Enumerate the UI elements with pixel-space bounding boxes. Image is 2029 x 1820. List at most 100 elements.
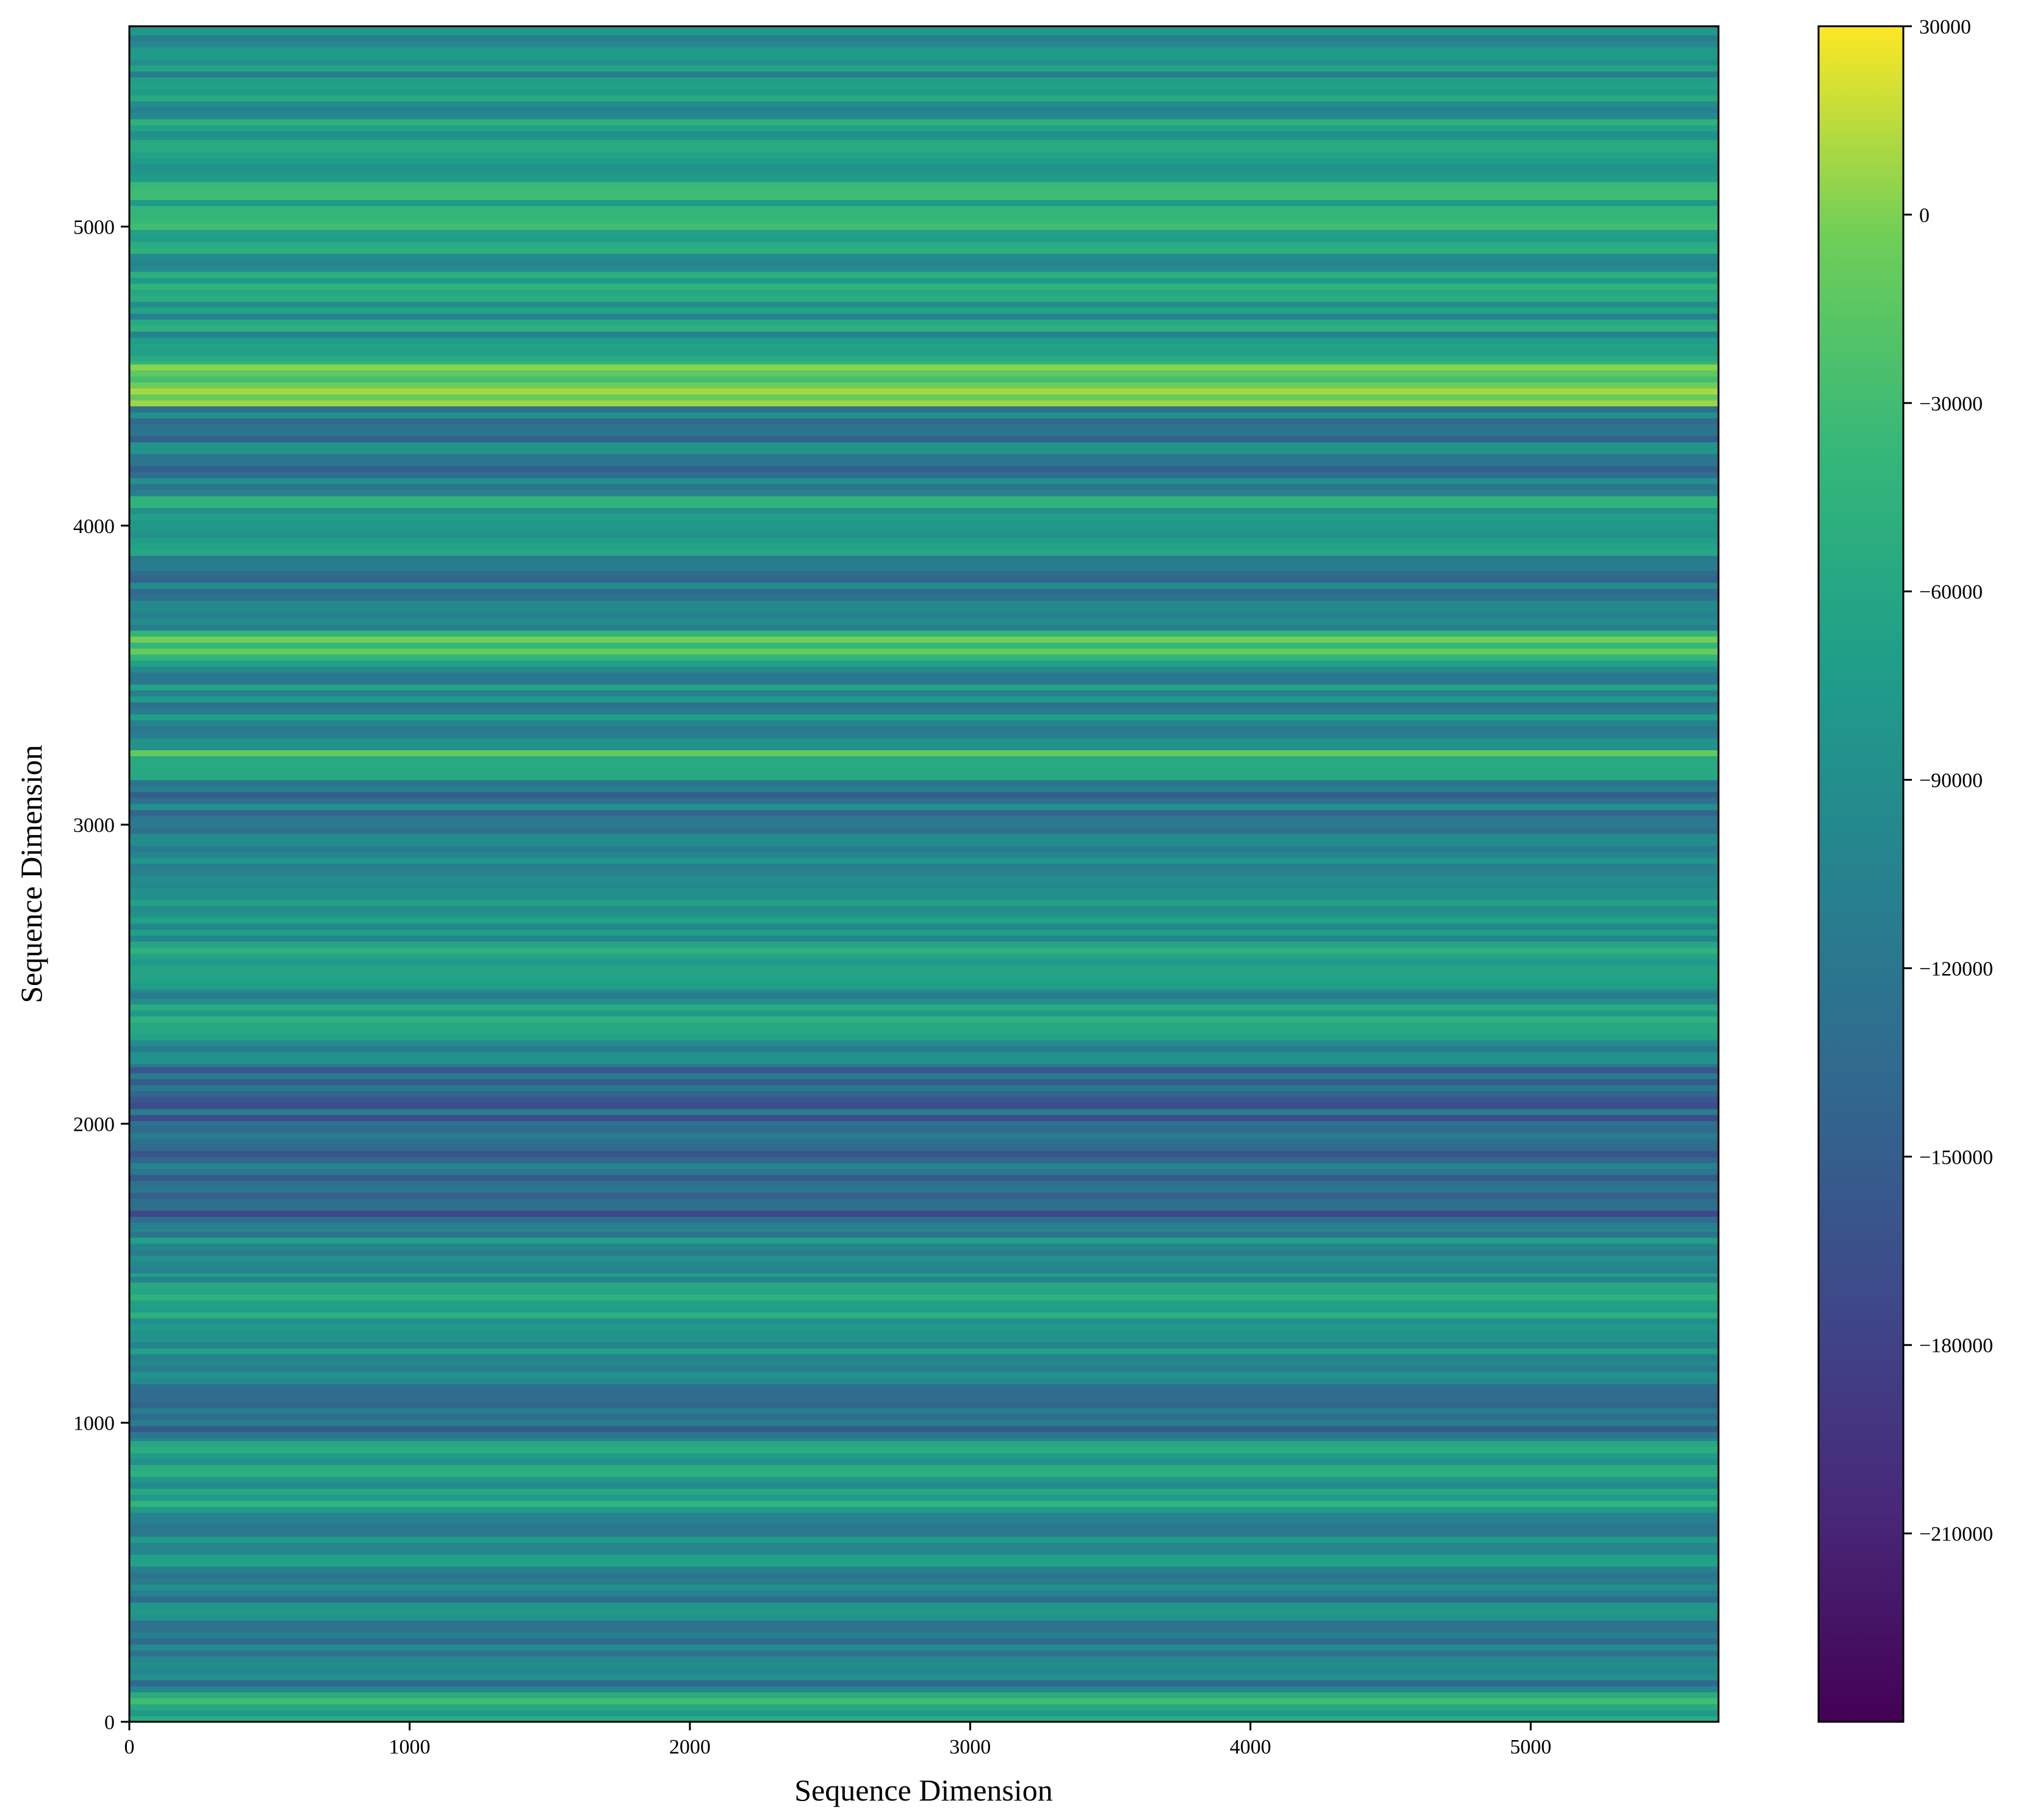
heatmap-row	[129, 1300, 1718, 1307]
heatmap-row	[129, 1536, 1718, 1543]
heatmap-row	[129, 1578, 1718, 1585]
heatmap-row	[129, 809, 1718, 816]
heatmap-row	[129, 1395, 1718, 1402]
heatmap-row	[129, 672, 1718, 679]
heatmap-row	[129, 1267, 1718, 1274]
heatmap-row	[129, 1138, 1718, 1145]
heatmap-row	[129, 1650, 1718, 1657]
heatmap-row	[129, 555, 1718, 559]
heatmap-row	[129, 382, 1718, 389]
heatmap-row	[129, 193, 1718, 200]
heatmap-row	[129, 1028, 1718, 1034]
heatmap-row	[129, 1691, 1718, 1699]
heatmap-row	[129, 1488, 1718, 1495]
heatmap-row	[129, 1330, 1718, 1337]
heatmap-row	[129, 331, 1718, 338]
heatmap-row	[129, 131, 1718, 138]
heatmap-row	[129, 1686, 1718, 1693]
heatmap-row	[129, 1656, 1718, 1663]
y-axis-label: Sequence Dimension	[14, 745, 48, 1003]
heatmap-row	[129, 1413, 1718, 1421]
heatmap-row	[129, 1249, 1718, 1256]
heatmap-row	[129, 495, 1718, 503]
heatmap-row	[129, 1566, 1718, 1573]
heatmap-row	[129, 708, 1718, 715]
heatmap-row	[129, 1602, 1718, 1609]
heatmap-row	[129, 151, 1718, 159]
heatmap-row	[129, 399, 1718, 407]
heatmap-row	[129, 253, 1718, 260]
heatmap-row	[129, 935, 1718, 942]
heatmap-row	[129, 1548, 1718, 1555]
heatmap-row	[129, 1034, 1718, 1041]
heatmap-row	[129, 1216, 1718, 1223]
heatmap-row	[129, 1626, 1718, 1633]
heatmap-row	[129, 406, 1718, 413]
heatmap-row	[129, 1276, 1718, 1283]
heatmap-row	[129, 618, 1718, 625]
heatmap-row	[129, 863, 1718, 870]
heatmap-row	[129, 564, 1718, 571]
heatmap-row	[129, 1632, 1718, 1639]
heatmap-row	[129, 118, 1718, 126]
colorbar-tick-label: −60000	[1919, 581, 1983, 604]
heatmap-row	[129, 1204, 1718, 1211]
heatmap-row	[129, 1198, 1718, 1205]
heatmap-row	[129, 1108, 1718, 1116]
heatmap-row	[129, 265, 1718, 272]
heatmap-row	[129, 1237, 1718, 1244]
colorbar-tick-label: 0	[1919, 204, 1930, 227]
heatmap-row	[129, 881, 1718, 888]
heatmap-row	[129, 678, 1718, 685]
heatmap-row	[129, 612, 1718, 619]
colorbar-tick-label: 30000	[1919, 16, 1971, 38]
heatmap-row	[129, 797, 1718, 804]
heatmap-row	[129, 349, 1718, 356]
heatmap-row	[129, 1512, 1718, 1519]
heatmap-row	[129, 1144, 1718, 1152]
y-tick-label: 0	[104, 1711, 115, 1734]
heatmap-row	[129, 1518, 1718, 1525]
heatmap-row	[129, 101, 1718, 107]
heatmap-row	[129, 206, 1718, 212]
heatmap-row	[129, 163, 1718, 170]
heatmap-row	[129, 1318, 1718, 1325]
heatmap-row	[129, 1668, 1718, 1675]
heatmap-row	[129, 47, 1718, 54]
heatmap-row	[129, 588, 1718, 595]
x-axis-label: Sequence Dimension	[794, 1773, 1053, 1807]
heatmap-row	[129, 459, 1718, 467]
heatmap-row	[129, 1530, 1718, 1537]
heatmap-row	[129, 1438, 1718, 1441]
heatmap-row	[129, 1336, 1718, 1342]
heatmap-row	[129, 137, 1718, 140]
heatmap-row	[129, 247, 1718, 254]
heatmap-row	[129, 1306, 1718, 1313]
heatmap-row	[129, 26, 1718, 30]
heatmap-row	[129, 1174, 1718, 1181]
heatmap-row	[129, 1431, 1718, 1438]
heatmap-row	[129, 833, 1718, 840]
heatmap-row	[129, 388, 1718, 395]
heatmap-row	[129, 851, 1718, 858]
heatmap-row	[129, 435, 1718, 443]
heatmap-row	[129, 484, 1718, 490]
heatmap-row	[129, 786, 1718, 792]
heatmap-row	[129, 370, 1718, 377]
colorbar-tick-label: −30000	[1919, 393, 1983, 415]
heatmap-row	[129, 170, 1718, 176]
heatmap-row	[129, 301, 1718, 308]
heatmap-row	[129, 337, 1718, 344]
heatmap-row	[129, 756, 1718, 762]
heatmap-row	[129, 606, 1718, 613]
heatmap-row	[129, 1282, 1718, 1289]
heatmap-row	[129, 911, 1718, 918]
heatmap-row	[129, 1608, 1718, 1615]
heatmap-row	[129, 1261, 1718, 1268]
heatmap-row	[129, 41, 1718, 48]
heatmap-row	[129, 550, 1718, 556]
heatmap-row	[129, 71, 1718, 77]
heatmap-row	[129, 1366, 1718, 1372]
heatmap-row	[129, 845, 1718, 852]
heatmap-row	[129, 519, 1718, 526]
